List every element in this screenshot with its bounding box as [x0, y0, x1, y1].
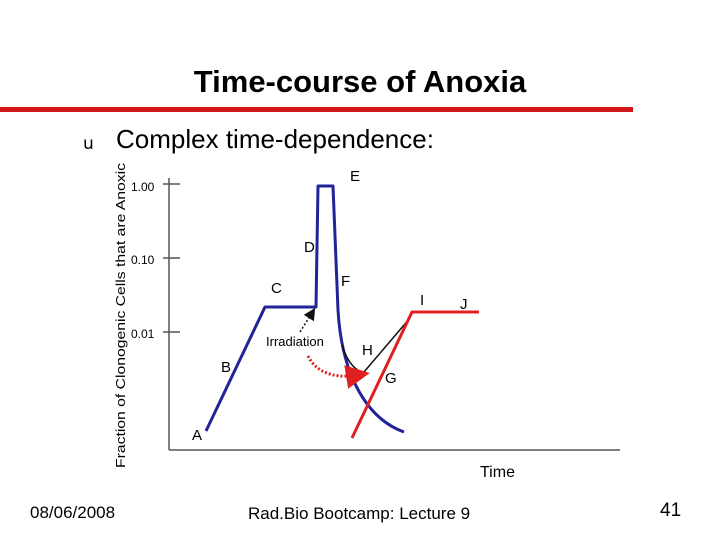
red-curve [350, 310, 479, 439]
y-axis-label: Fraction of Clonogenic Cells that are An… [113, 162, 128, 468]
point-label-i: I [420, 292, 424, 309]
blue-curve [204, 184, 405, 434]
slide-title: Time-course of Anoxia [193, 64, 527, 99]
y-tick-label-2: 0.10 [131, 253, 155, 267]
x-axis-label: Time [480, 464, 515, 481]
point-label-h: H [362, 342, 373, 359]
point-label-a: A [192, 427, 202, 444]
red-dotted-arrow [306, 355, 370, 389]
point-label-e: E [350, 168, 360, 185]
point-label-g: G [385, 370, 397, 387]
title-underline [0, 107, 633, 112]
page-number: 41 [660, 500, 682, 521]
point-label-j: J [460, 296, 468, 313]
y-tick-label-1: 1.00 [131, 180, 155, 194]
point-label-c: C [271, 280, 282, 297]
y-tick-label-3: 0.01 [131, 327, 155, 341]
irradiation-label: Irradiation [266, 334, 324, 349]
footer-title: Rad.Bio Bootcamp: Lecture 9 [248, 504, 471, 523]
black-curve [341, 317, 411, 373]
bullet-icon: u [83, 134, 94, 154]
irradiation-arrow [299, 307, 316, 333]
footer-date: 08/06/2008 [30, 503, 116, 522]
point-label-b: B [221, 359, 231, 376]
point-label-d: D [304, 239, 315, 256]
point-label-f: F [341, 273, 350, 290]
bullet-text: Complex time-dependence: [116, 124, 434, 154]
